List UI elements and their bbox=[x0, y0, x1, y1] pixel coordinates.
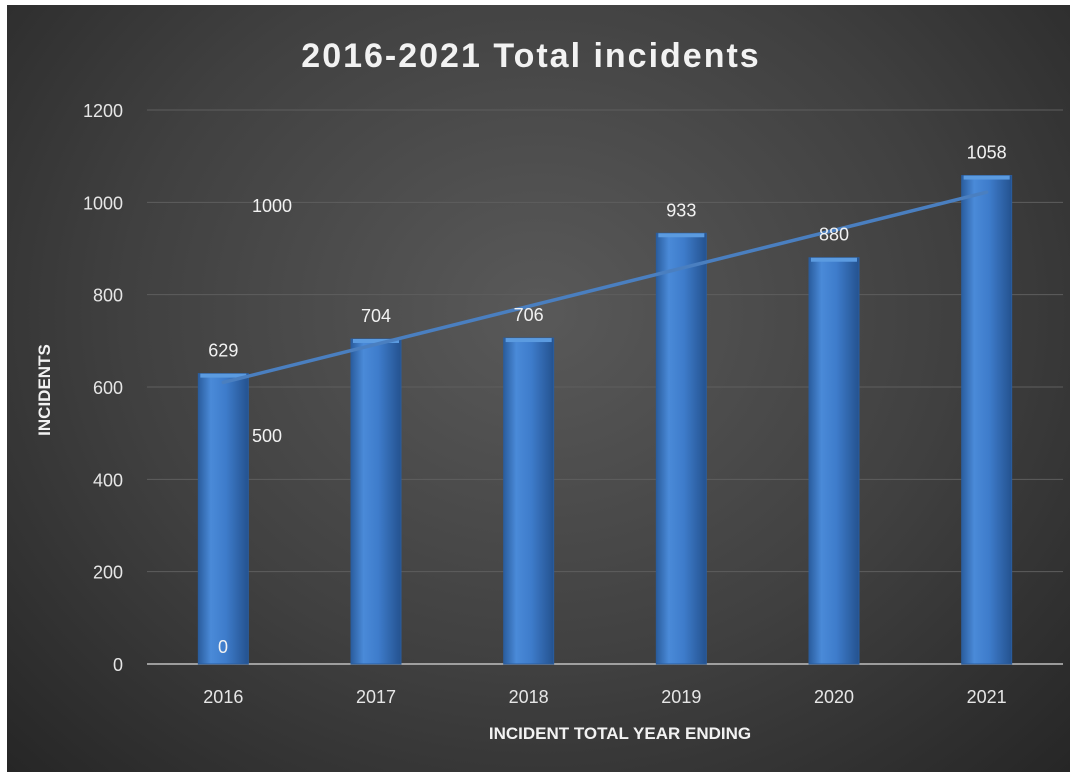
x-tick-label: 2021 bbox=[967, 687, 1007, 707]
x-axis-ticks: 2016 2017 2018 2019 2020 2021 bbox=[203, 687, 1006, 707]
bar-2019 bbox=[655, 232, 707, 665]
data-label: 880 bbox=[819, 225, 849, 245]
y-tick-label: 800 bbox=[93, 286, 123, 306]
extra-label: 1000 bbox=[252, 196, 292, 216]
x-tick-label: 2019 bbox=[661, 687, 701, 707]
data-labels: 629 704 706 933 880 1058 bbox=[208, 143, 1006, 361]
gridlines bbox=[147, 109, 1063, 665]
x-tick-label: 2020 bbox=[814, 687, 854, 707]
x-axis-title: INCIDENT TOTAL YEAR ENDING bbox=[489, 724, 751, 743]
x-tick-label: 2017 bbox=[356, 687, 396, 707]
bar-cap bbox=[505, 338, 552, 343]
y-tick-label: 0 bbox=[113, 655, 123, 675]
y-axis-title: INCIDENTS bbox=[35, 344, 54, 436]
trendline bbox=[221, 190, 989, 385]
bar-2017 bbox=[350, 338, 402, 665]
bar-cap bbox=[200, 373, 247, 378]
trend-line bbox=[221, 190, 989, 385]
chart-title: 2016-2021 Total incidents bbox=[301, 37, 760, 75]
bar-chart: 2016-2021 Total incidents 0 200 400 600 800 1… bbox=[35, 37, 1063, 743]
bar-2018 bbox=[503, 337, 555, 665]
bar-cap bbox=[963, 175, 1010, 180]
chart-area: 2016-2021 Total incidents 0 200 400 600 800 1… bbox=[7, 5, 1070, 772]
bar-2020 bbox=[808, 257, 860, 665]
extra-label: 0 bbox=[218, 637, 228, 657]
bar-2016 bbox=[197, 373, 249, 665]
data-label: 933 bbox=[666, 200, 696, 220]
bar-cap bbox=[811, 257, 857, 262]
y-tick-label: 200 bbox=[93, 563, 123, 583]
y-tick-label: 600 bbox=[93, 378, 123, 398]
y-tick-label: 1000 bbox=[83, 193, 123, 213]
data-label: 706 bbox=[514, 305, 544, 325]
y-tick-label: 400 bbox=[93, 470, 123, 490]
data-label: 629 bbox=[208, 341, 238, 361]
y-tick-label: 1200 bbox=[83, 101, 123, 121]
x-tick-label: 2018 bbox=[509, 687, 549, 707]
bars bbox=[197, 175, 1013, 665]
extra-label: 500 bbox=[252, 426, 282, 446]
y-axis-ticks: 0 200 400 600 800 1000 1200 bbox=[83, 101, 123, 675]
bar-cap bbox=[353, 338, 399, 343]
data-label: 1058 bbox=[967, 143, 1007, 163]
bar-cap bbox=[658, 233, 705, 238]
x-tick-label: 2016 bbox=[203, 687, 243, 707]
data-label: 704 bbox=[361, 306, 391, 326]
extra-labels: 1000 500 0 bbox=[218, 196, 292, 657]
bar-2021 bbox=[961, 175, 1013, 665]
